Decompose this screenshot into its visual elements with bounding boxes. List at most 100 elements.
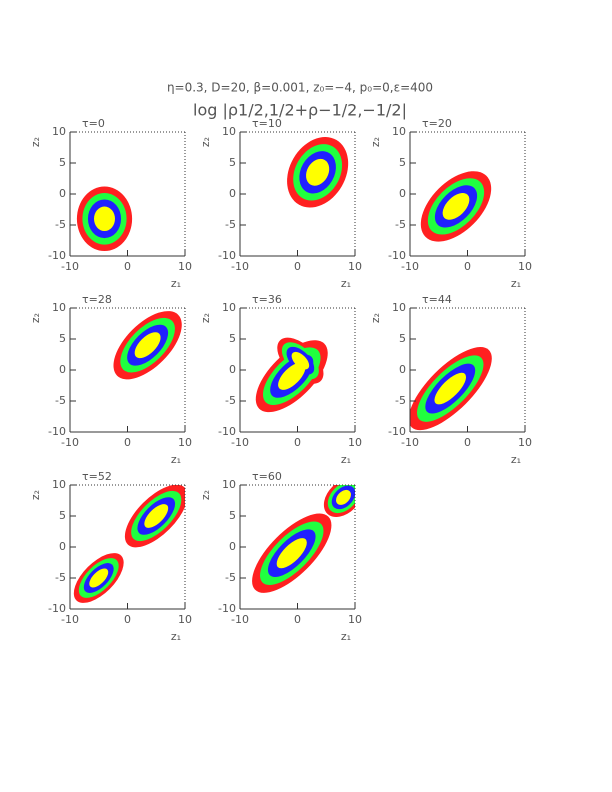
figure-title: η=0.3, D=20, β=0.001, z₀=−4, p₀=0,ε=400 <box>167 81 433 95</box>
plot-area <box>420 171 492 242</box>
x-tick-label: -10 <box>231 260 249 273</box>
x-axis-label: z₁ <box>341 453 351 466</box>
y-axis-label: z₂ <box>369 137 382 147</box>
y-tick-label: 10 <box>52 478 66 491</box>
x-tick-label: 0 <box>294 260 301 273</box>
y-tick-label: 0 <box>399 363 406 376</box>
y-tick-label: 5 <box>229 509 236 522</box>
y-tick-label: -5 <box>55 394 66 407</box>
x-axis-label: z₁ <box>171 630 181 643</box>
x-tick-label: -10 <box>401 436 419 449</box>
x-tick-label: 10 <box>178 613 192 626</box>
y-tick-label: 10 <box>392 125 406 138</box>
contour-level <box>306 158 330 186</box>
plot-area <box>73 485 185 603</box>
x-axis-label: z₁ <box>341 277 351 290</box>
contour-level <box>134 332 161 359</box>
y-tick-label: -5 <box>225 218 236 231</box>
y-tick-label: 5 <box>59 332 66 345</box>
contour-level <box>442 193 470 220</box>
y-axis-label: z₂ <box>29 313 42 323</box>
plot-area <box>76 186 133 252</box>
plot-area <box>287 137 349 208</box>
y-tick-label: 5 <box>59 509 66 522</box>
contour-level <box>291 351 310 370</box>
y-tick-label: -10 <box>48 602 66 615</box>
x-axis-label: z₁ <box>171 277 181 290</box>
x-axis-label: z₁ <box>171 453 181 466</box>
plot-area <box>252 485 355 593</box>
panel-title: τ=36 <box>252 293 282 306</box>
x-tick-label: 0 <box>464 260 471 273</box>
y-tick-label: -5 <box>55 218 66 231</box>
x-tick-label: -10 <box>61 613 79 626</box>
contour-level <box>89 568 109 588</box>
y-tick-label: -10 <box>388 249 406 262</box>
panel-title: τ=20 <box>422 117 452 130</box>
x-tick-label: 0 <box>124 260 131 273</box>
y-axis-label: z₂ <box>369 313 382 323</box>
y-tick-label: 0 <box>59 363 66 376</box>
x-tick-label: 10 <box>518 436 532 449</box>
y-tick-label: 10 <box>392 301 406 314</box>
x-tick-label: -10 <box>61 436 79 449</box>
y-tick-label: -10 <box>218 425 236 438</box>
x-tick-label: 0 <box>294 613 301 626</box>
y-tick-label: -10 <box>388 425 406 438</box>
y-tick-label: 0 <box>229 187 236 200</box>
y-axis-label: z₂ <box>199 490 212 500</box>
x-tick-label: -10 <box>231 613 249 626</box>
panel-title: τ=0 <box>82 117 105 130</box>
y-tick-label: 0 <box>59 540 66 553</box>
x-axis-label: z₁ <box>341 630 351 643</box>
x-tick-label: 10 <box>348 260 362 273</box>
y-tick-label: 10 <box>52 301 66 314</box>
x-tick-label: 0 <box>294 436 301 449</box>
y-tick-label: 5 <box>399 332 406 345</box>
panel-title: τ=60 <box>252 470 282 483</box>
contour-level <box>434 372 467 405</box>
x-tick-label: -10 <box>401 260 419 273</box>
y-tick-label: -5 <box>395 218 406 231</box>
x-tick-label: 0 <box>124 436 131 449</box>
y-tick-label: 10 <box>222 125 236 138</box>
x-tick-label: 10 <box>178 260 192 273</box>
y-axis-label: z₂ <box>199 137 212 147</box>
figure-subtitle: log |ρ1/2,1/2+ρ−1/2,−1/2| <box>193 101 407 120</box>
plot-area <box>410 347 492 431</box>
y-axis-label: z₂ <box>199 313 212 323</box>
y-tick-label: -5 <box>395 394 406 407</box>
y-tick-label: 0 <box>399 187 406 200</box>
x-axis-label: z₁ <box>511 277 521 290</box>
y-tick-label: 5 <box>399 156 406 169</box>
y-tick-label: 0 <box>59 187 66 200</box>
x-tick-label: 10 <box>518 260 532 273</box>
y-tick-label: 10 <box>222 301 236 314</box>
x-tick-label: 10 <box>348 613 362 626</box>
panel-title: τ=10 <box>252 117 282 130</box>
x-tick-label: 10 <box>178 436 192 449</box>
panel-title: τ=28 <box>82 293 112 306</box>
x-tick-label: -10 <box>61 260 79 273</box>
y-tick-label: -10 <box>218 249 236 262</box>
y-tick-label: -5 <box>225 394 236 407</box>
y-tick-label: 10 <box>52 125 66 138</box>
contour-level <box>276 538 307 569</box>
panel-title: τ=52 <box>82 470 112 483</box>
contour-level <box>144 504 169 528</box>
y-tick-label: 5 <box>229 156 236 169</box>
y-tick-label: -10 <box>218 602 236 615</box>
y-tick-label: -5 <box>55 571 66 584</box>
panel-title: τ=44 <box>422 293 452 306</box>
contour-level <box>336 489 351 505</box>
x-tick-label: 0 <box>124 613 131 626</box>
plot-area <box>113 311 182 380</box>
x-tick-label: 0 <box>464 436 471 449</box>
y-tick-label: 10 <box>222 478 236 491</box>
x-axis-label: z₁ <box>511 453 521 466</box>
plot-area <box>255 337 328 413</box>
y-tick-label: 5 <box>59 156 66 169</box>
y-tick-label: -5 <box>225 571 236 584</box>
